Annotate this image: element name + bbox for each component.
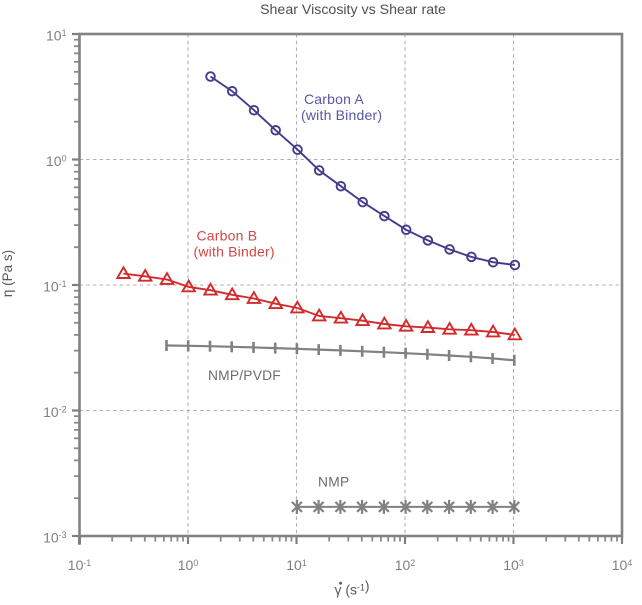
svg-text:104: 104 — [612, 557, 633, 573]
svg-text:101: 101 — [286, 557, 307, 573]
svg-text:NMP: NMP — [318, 475, 350, 490]
svg-text:Carbon B: Carbon B — [197, 228, 258, 244]
svg-text:Carbon A: Carbon A — [304, 91, 364, 107]
svg-text:100: 100 — [46, 153, 67, 169]
svg-text:(with Binder): (with Binder) — [194, 244, 275, 260]
svg-text:102: 102 — [395, 557, 416, 573]
svg-text:NMP/PVDF: NMP/PVDF — [208, 368, 281, 383]
svg-text:103: 103 — [503, 557, 524, 573]
svg-text:γ (s-1): γ (s-1) — [334, 578, 369, 598]
svg-text:101: 101 — [46, 28, 67, 44]
svg-text:100: 100 — [178, 557, 199, 573]
svg-text:Shear Viscosity vs Shear rate: Shear Viscosity vs Shear rate — [260, 2, 446, 18]
svg-text:(with Binder): (with Binder) — [301, 107, 382, 123]
svg-text:η (Pa s): η (Pa s) — [0, 250, 15, 297]
